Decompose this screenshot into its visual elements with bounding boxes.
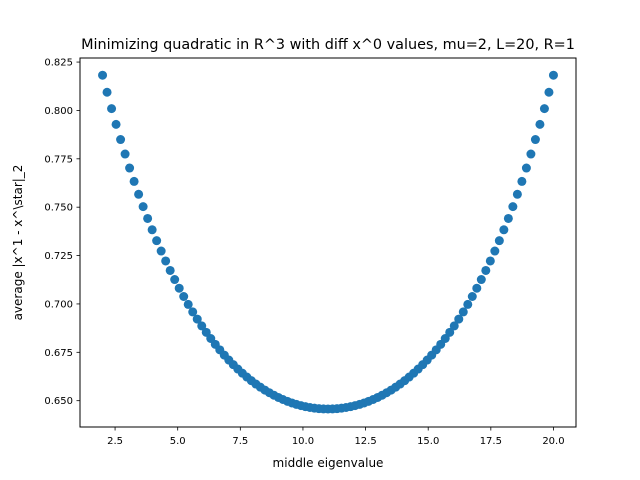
data-point [490, 246, 500, 256]
data-point [125, 163, 135, 173]
data-point [102, 87, 112, 97]
y-axis-label: average |x^1 - x^\star|_2 [11, 165, 25, 321]
data-point [165, 265, 175, 275]
data-point [107, 104, 117, 114]
data-point [463, 299, 473, 309]
y-tick-label: 0.825 [44, 58, 73, 69]
data-point [179, 292, 189, 302]
data-point [147, 225, 157, 235]
data-point [535, 119, 545, 129]
data-point [539, 104, 549, 114]
data-point [197, 321, 207, 331]
data-point [472, 283, 482, 293]
data-point [521, 163, 531, 173]
data-point [481, 265, 491, 275]
data-point [143, 213, 153, 223]
axis-ticks: 2.5 5.0 7.5 10.0 12.5 15.0 17.5 20.0 0.650 0.675 0… [44, 58, 564, 447]
data-point [503, 213, 513, 223]
y-tick-label: 0.700 [44, 299, 73, 310]
data-point [494, 236, 504, 246]
data-point [499, 225, 509, 235]
data-point [526, 149, 536, 159]
data-point [449, 321, 459, 331]
data-point [467, 292, 477, 302]
data-point [138, 202, 148, 212]
data-point [476, 275, 486, 285]
x-axis-label: middle eigenvalue [273, 456, 384, 470]
x-tick-label: 5.0 [170, 436, 186, 447]
data-point [111, 119, 121, 129]
x-tick-label: 20.0 [542, 436, 564, 447]
x-tick-label: 15.0 [417, 436, 439, 447]
data-point [192, 314, 202, 324]
y-tick-label: 0.675 [44, 348, 73, 359]
data-point [508, 202, 518, 212]
data-point [129, 176, 139, 186]
x-tick-label: 2.5 [107, 436, 123, 447]
x-tick-label: 7.5 [232, 436, 248, 447]
data-point [98, 70, 108, 80]
data-point [120, 149, 130, 159]
data-point [174, 283, 184, 293]
data-points [98, 70, 558, 414]
x-tick-label: 12.5 [354, 436, 376, 447]
data-point [517, 176, 527, 186]
data-point [201, 327, 211, 337]
y-tick-label: 0.775 [44, 154, 73, 165]
data-point [445, 327, 455, 337]
data-point [156, 246, 166, 256]
data-point [485, 256, 495, 266]
data-point [544, 87, 554, 97]
y-tick-label: 0.650 [44, 396, 73, 407]
data-point [183, 299, 193, 309]
x-tick-label: 10.0 [292, 436, 314, 447]
data-point [116, 135, 126, 145]
data-point [440, 334, 450, 344]
data-point [161, 256, 171, 266]
data-point [454, 314, 464, 324]
data-point [188, 307, 198, 317]
data-point [458, 307, 468, 317]
y-tick-label: 0.800 [44, 106, 73, 117]
data-point [170, 275, 180, 285]
data-point [530, 135, 540, 145]
data-point [512, 189, 522, 199]
data-point [152, 236, 162, 246]
data-point [134, 189, 144, 199]
y-tick-label: 0.725 [44, 251, 73, 262]
data-point [548, 70, 558, 80]
plot-frame [79, 57, 577, 428]
x-tick-label: 17.5 [480, 436, 502, 447]
y-tick-label: 0.750 [44, 203, 73, 214]
chart-title: Minimizing quadratic in R^3 with diff x^… [81, 37, 575, 53]
